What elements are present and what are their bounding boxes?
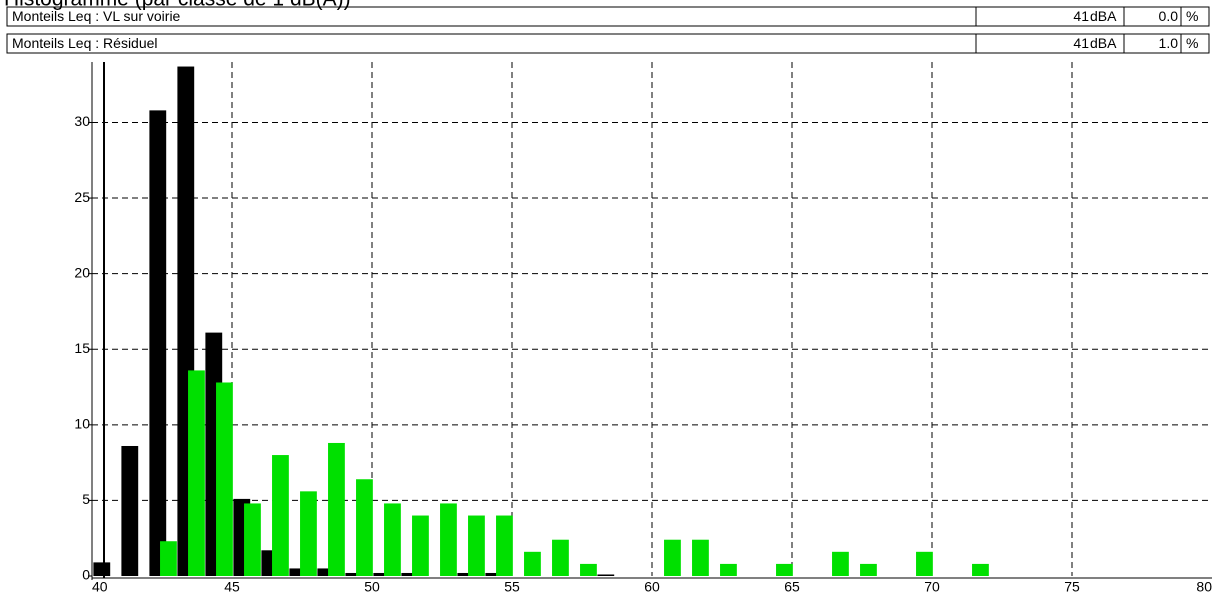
bar (485, 572, 503, 576)
bar (373, 572, 391, 576)
bar (121, 445, 139, 576)
bar (860, 563, 877, 576)
x-tick-label: 50 (364, 579, 380, 594)
bar (356, 479, 373, 576)
y-tick-label: 10 (74, 416, 90, 432)
bar (496, 515, 513, 576)
percent-box (1123, 6, 1182, 27)
legend-row (6, 6, 1210, 27)
bar (776, 563, 793, 576)
bar (300, 491, 317, 576)
bar (328, 442, 345, 576)
bar (692, 539, 709, 576)
bar (597, 574, 615, 576)
bar (149, 110, 167, 577)
bar (552, 539, 569, 576)
bar (93, 562, 111, 576)
bar (468, 515, 485, 576)
leq-value: 41 (1073, 35, 1089, 51)
y-tick-label: 0 (82, 567, 90, 583)
y-tick-label: 5 (82, 491, 90, 507)
bar (916, 551, 933, 576)
x-tick-label: 45 (224, 579, 240, 594)
chart-title: Histogramme (par classe de 1 dB(A)) (4, 0, 351, 11)
percent-box (1123, 33, 1182, 54)
bar (524, 551, 541, 576)
leq-unit: dBA (1090, 8, 1117, 24)
bar (440, 503, 457, 576)
bar (832, 551, 849, 576)
bar (401, 572, 419, 576)
bar (317, 568, 335, 576)
x-tick-label: 75 (1064, 579, 1080, 594)
percent-value: 1.0 (1159, 35, 1179, 51)
bar (664, 539, 681, 576)
bar (289, 568, 307, 576)
bar (412, 515, 429, 576)
y-tick-label: 30 (74, 113, 90, 129)
bar (972, 563, 989, 576)
x-tick-label: 70 (924, 579, 940, 594)
bar (160, 541, 177, 576)
x-tick-label: 40 (92, 579, 108, 594)
y-tick-label: 15 (74, 340, 90, 356)
y-tick-label: 25 (74, 189, 90, 205)
bar (244, 503, 261, 576)
percent-unit: % (1186, 8, 1198, 24)
bar (384, 503, 401, 576)
bar (457, 572, 475, 576)
x-tick-label: 80 (1196, 579, 1212, 594)
bar (345, 572, 363, 576)
leq-unit: dBA (1090, 35, 1117, 51)
bar (216, 382, 233, 576)
x-tick-label: 65 (784, 579, 800, 594)
legend-name: Monteils Leq : VL sur voirie (12, 8, 181, 24)
x-tick-label: 60 (644, 579, 660, 594)
percent-unit: % (1186, 35, 1198, 51)
bar (580, 563, 597, 576)
bar (188, 370, 205, 576)
x-tick-label: 55 (504, 579, 520, 594)
percent-value: 0.0 (1159, 8, 1179, 24)
y-tick-label: 20 (74, 264, 90, 280)
leq-value: 41 (1073, 8, 1089, 24)
legend-name: Monteils Leq : Résiduel (12, 35, 158, 51)
bar (272, 455, 289, 576)
bar (720, 563, 737, 576)
legend-row (6, 33, 1210, 54)
